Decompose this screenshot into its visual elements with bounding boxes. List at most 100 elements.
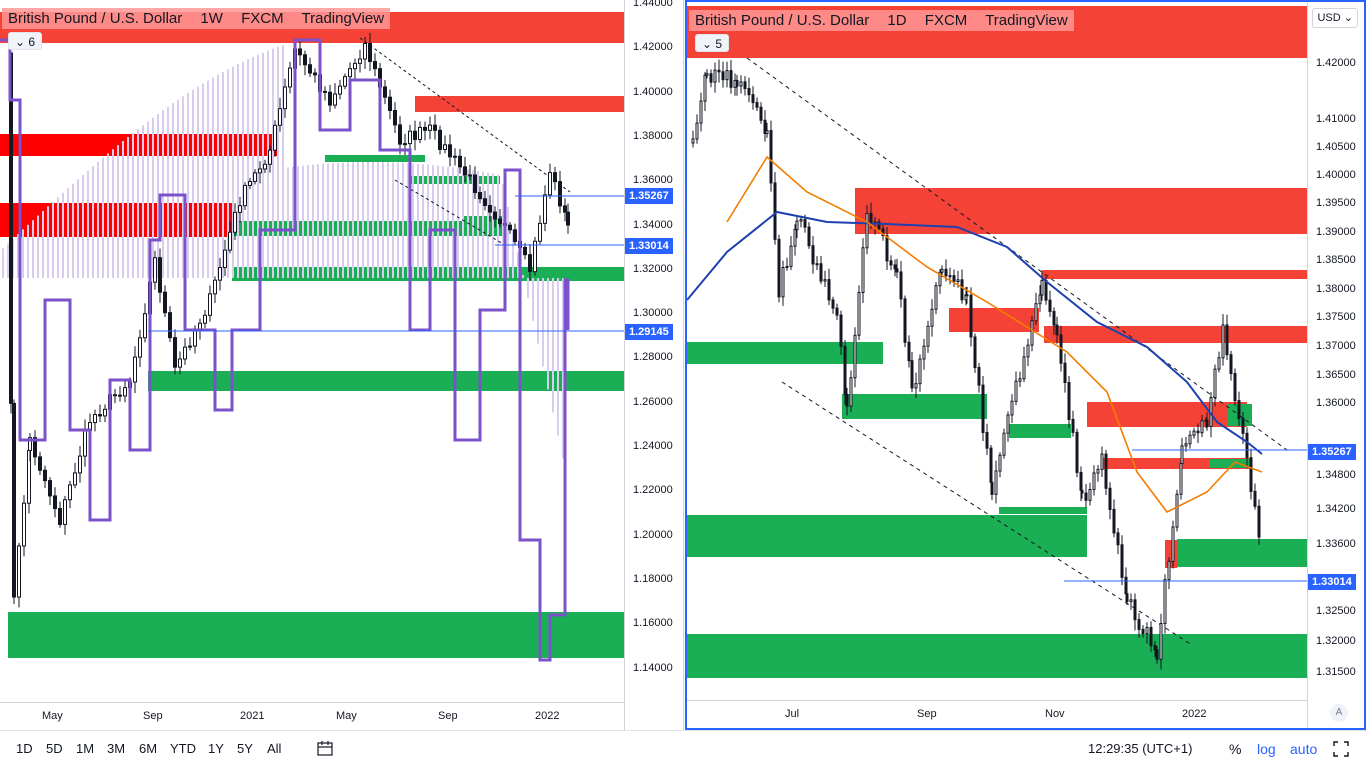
price-tick-label: 1.28000 xyxy=(633,351,673,364)
indicators-collapse-button[interactable]: ⌄ 5 xyxy=(695,34,730,52)
range-button-6m[interactable]: 6M xyxy=(139,741,158,756)
daily-candle xyxy=(1145,626,1149,634)
weekly-candle xyxy=(308,64,312,74)
daily-candle xyxy=(1237,400,1241,420)
supply-zone xyxy=(855,188,1307,234)
weekly-candle xyxy=(453,155,457,158)
weekly-candle xyxy=(448,144,452,158)
currency-select[interactable]: USD ⌄ xyxy=(1312,8,1358,28)
percent-scale-toggle[interactable]: % xyxy=(1229,741,1242,757)
fullscreen-icon[interactable] xyxy=(1333,741,1349,760)
price-tick-label: 1.39500 xyxy=(1316,197,1356,209)
weekly-chart-pane[interactable]: British Pound / U.S. Dollar 1W FXCM Trad… xyxy=(0,0,684,730)
daily-chart-legend[interactable]: British Pound / U.S. Dollar 1D FXCM Trad… xyxy=(689,10,1074,31)
daily-candle xyxy=(1084,492,1088,501)
histogram-bar xyxy=(212,77,214,278)
weekly-candle xyxy=(158,257,162,293)
range-button-1m[interactable]: 1M xyxy=(76,741,95,756)
range-button-3m[interactable]: 3M xyxy=(107,741,126,756)
histogram-bar xyxy=(2,248,4,278)
price-tick-label: 1.33600 xyxy=(1316,538,1356,550)
time-tick-label: Jul xyxy=(785,708,800,720)
weekly-chart-plot[interactable] xyxy=(0,0,624,702)
indicators-collapse-button[interactable]: ⌄ 6 xyxy=(8,32,43,50)
histogram-bar xyxy=(397,162,399,278)
histogram-bar xyxy=(522,275,524,278)
price-line-tag[interactable]: 1.35267 xyxy=(1308,444,1356,460)
histogram-bar xyxy=(512,229,514,278)
demand-zone xyxy=(687,634,1307,678)
histogram-bar xyxy=(297,166,299,278)
weekly-chart-legend[interactable]: British Pound / U.S. Dollar 1W FXCM Trad… xyxy=(2,8,391,29)
daily-chart-pane[interactable]: British Pound / U.S. Dollar 1D FXCM Trad… xyxy=(685,0,1366,730)
date-range-calendar-icon[interactable] xyxy=(316,741,334,760)
time-tick-label: Sep xyxy=(917,708,937,720)
range-button-1d[interactable]: 1D xyxy=(16,741,33,756)
weekly-candle xyxy=(78,455,82,474)
auto-scale-toggle[interactable]: auto xyxy=(1290,741,1318,757)
range-button-1y[interactable]: 1Y xyxy=(208,741,224,756)
daily-time-axis[interactable]: Jul Sep Nov 2022 xyxy=(687,700,1307,728)
weekly-candle xyxy=(343,76,347,87)
daily-candle xyxy=(1229,354,1233,375)
histogram-bar xyxy=(527,278,529,298)
price-line-tag[interactable]: 1.29145 xyxy=(625,324,673,340)
daily-candle xyxy=(1063,362,1067,384)
weekly-candle xyxy=(523,246,527,256)
price-tick-label: 1.44000 xyxy=(633,0,673,9)
demand-zone xyxy=(148,371,624,391)
histogram-bar xyxy=(517,252,519,278)
demand-zone xyxy=(999,507,1087,514)
daily-candle xyxy=(721,71,725,81)
range-button-ytd[interactable]: YTD xyxy=(170,741,196,756)
histogram-bar xyxy=(427,164,429,278)
daily-candle xyxy=(960,279,964,301)
daily-candle xyxy=(1171,526,1175,562)
supply-zone xyxy=(1102,458,1252,469)
price-line-tag[interactable]: 1.35267 xyxy=(625,188,673,204)
channel-line xyxy=(359,37,571,193)
daily-candle xyxy=(1034,303,1038,322)
weekly-candle xyxy=(268,149,272,165)
daily-candle xyxy=(695,122,699,140)
currency-label: USD xyxy=(1317,12,1341,24)
moving-average-fast xyxy=(726,155,1263,514)
weekly-candle xyxy=(513,229,517,242)
weekly-price-axis[interactable]: 1.44000 1.42000 1.40000 1.38000 1.36000 1.340… xyxy=(624,0,683,730)
weekly-candle xyxy=(278,108,282,126)
supply-zone xyxy=(1087,402,1247,427)
log-scale-toggle[interactable]: log xyxy=(1257,741,1276,757)
histogram-bar xyxy=(67,188,69,278)
price-line-tag[interactable]: 1.33014 xyxy=(1308,574,1356,590)
weekly-candle xyxy=(118,394,122,397)
daily-candle xyxy=(781,267,785,298)
weekly-candle xyxy=(533,240,537,273)
range-button-5y[interactable]: 5Y xyxy=(237,741,253,756)
daily-candle xyxy=(769,130,773,184)
histogram-bar xyxy=(197,86,199,278)
daily-candle xyxy=(709,73,713,83)
weekly-candle xyxy=(53,495,57,510)
daily-candle xyxy=(956,279,960,282)
range-button-5d[interactable]: 5D xyxy=(46,741,63,756)
weekly-candle xyxy=(493,211,497,220)
daily-candle xyxy=(705,73,709,76)
range-button-all[interactable]: All xyxy=(267,741,282,756)
daily-chart-plot[interactable] xyxy=(687,2,1307,700)
histogram-bar xyxy=(132,133,134,278)
daily-candle xyxy=(944,268,948,277)
demand-zone xyxy=(1209,459,1249,468)
weekly-candle xyxy=(348,68,352,78)
histogram-bar xyxy=(202,83,204,278)
clock-display[interactable]: 12:29:35 (UTC+1) xyxy=(1088,741,1193,756)
chevron-down-icon: ⌄ xyxy=(15,35,26,49)
demand-zone xyxy=(687,342,883,364)
daily-candle xyxy=(853,334,857,379)
price-line-tag[interactable]: 1.33014 xyxy=(625,238,673,254)
weekly-candle xyxy=(328,91,332,106)
weekly-time-axis[interactable]: May Sep 2021 May Sep 2022 xyxy=(0,702,624,730)
weekly-candle xyxy=(373,60,377,70)
daily-price-axis[interactable]: USD ⌄ A 1.42000 1.41000 1.40500 1.40000 1.39… xyxy=(1307,2,1364,728)
histogram-bar xyxy=(222,71,224,278)
auto-scale-button[interactable]: A xyxy=(1330,704,1348,722)
